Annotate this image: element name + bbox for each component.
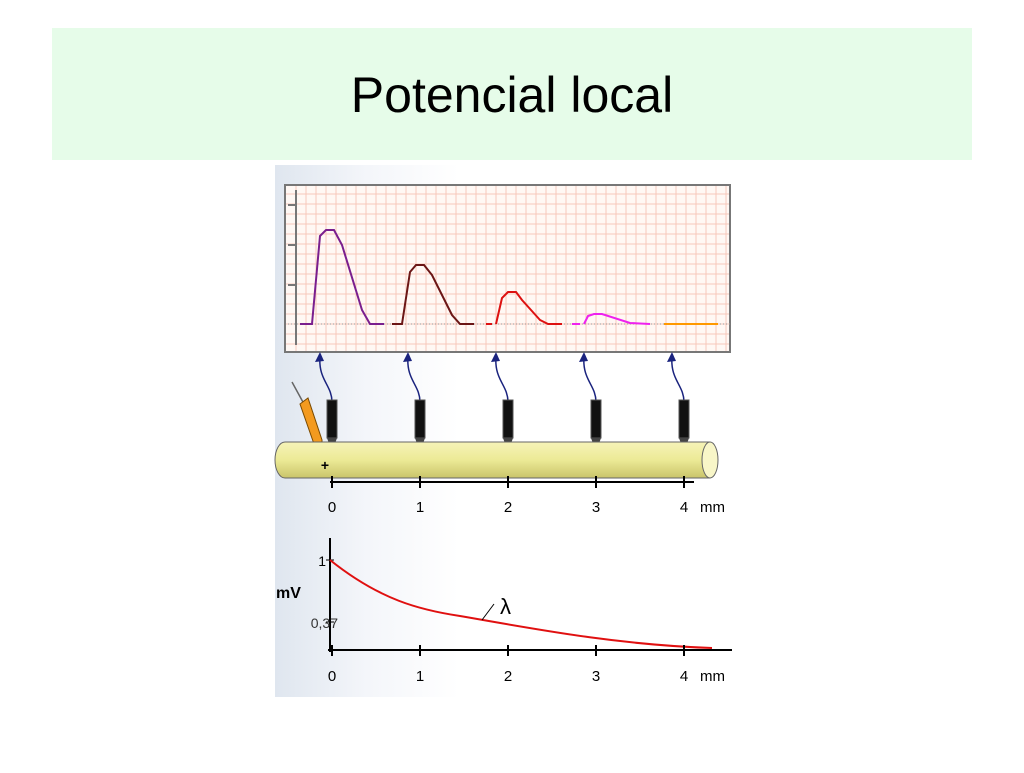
x-tick-label: 1 [416,668,424,685]
scope-frame [284,184,731,353]
axon [274,441,719,479]
y-tick-label: 1 [318,553,326,569]
axon-end [701,441,719,479]
electrode-wire [583,355,597,403]
arrow-head [403,352,412,362]
pulse-0 [300,229,384,325]
electrode-wire [319,355,333,403]
electrode [326,399,338,439]
x-ticks: 0 1 2 3 4 [328,645,688,685]
x-tick-label: 4 [680,668,688,685]
scale-label: 1 [416,499,424,516]
lambda-pointer [481,603,495,621]
y-tick-label: 0,37 [311,615,338,631]
x-unit: mm [700,668,725,685]
decay-curve [329,559,713,649]
electrode-wire [671,355,685,403]
axon-scale: 0 1 2 3 4 [328,476,688,516]
curve-label: λ [500,594,511,619]
electrode-wire [407,355,421,403]
electrode [678,399,690,439]
scale-label: 2 [504,499,512,516]
polarity-sign: + [321,457,329,473]
y-label: mV [276,585,301,602]
scale-label: 0 [328,499,336,516]
decay-plot: mV 1 0,37 λ 0 1 2 3 4 mm [276,538,732,685]
arrow-head [491,352,500,362]
electrode-wire [495,355,509,403]
arrow-head [579,352,588,362]
electrode [590,399,602,439]
x-tick-label: 2 [504,668,512,685]
scale-unit: mm [700,499,725,516]
title-band [52,28,972,160]
electrode [502,399,514,439]
stimulator-wire [291,381,305,405]
pulses [288,190,730,345]
slide-title: Potencial local [351,67,673,123]
pulse-2 [486,291,562,325]
axon-body [274,441,711,479]
scale-label: 4 [680,499,688,516]
pulse-1 [392,264,474,325]
arrow-head [667,352,676,362]
oscilloscope [284,184,731,353]
x-tick-label: 0 [328,668,336,685]
electrode [414,399,426,439]
scale-label: 3 [592,499,600,516]
arrow-head [315,352,324,362]
x-tick-label: 3 [592,668,600,685]
pulse-3 [572,313,651,325]
